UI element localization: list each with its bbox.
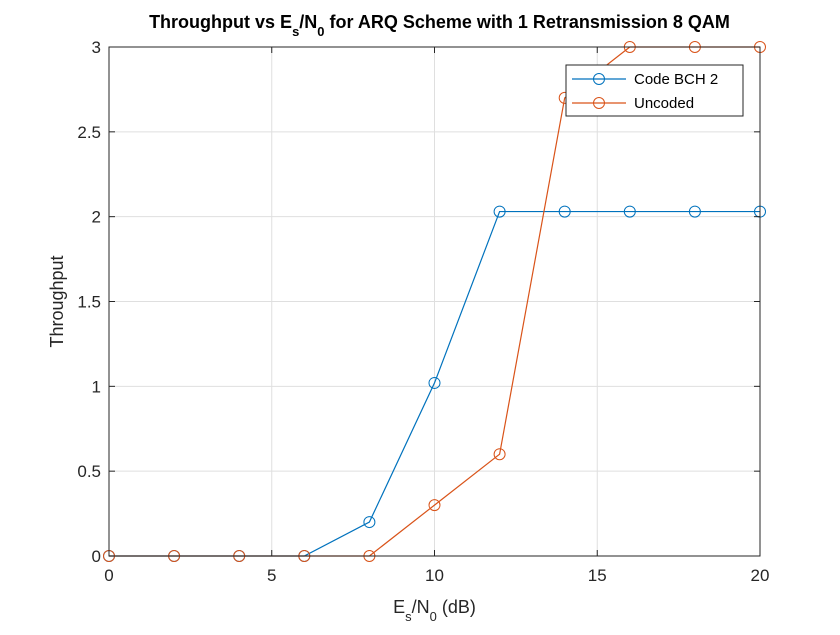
data-point xyxy=(428,376,441,389)
chart-title-part-2: /N xyxy=(299,12,317,32)
chart-title-part-1: s xyxy=(292,24,299,39)
chart-title-part-0: Throughput vs E xyxy=(149,12,292,32)
legend-item[interactable]: Uncoded xyxy=(572,95,694,112)
y-tick-label: 2 xyxy=(92,208,101,227)
data-point xyxy=(428,499,441,512)
data-point xyxy=(688,205,701,218)
x-axis-label-part-0: E xyxy=(393,597,405,617)
legend-item[interactable]: Code BCH 2 xyxy=(572,71,718,88)
x-tick-label: 20 xyxy=(751,566,770,585)
label-layer: Throughput vs Es/N0 for ARQ Scheme with … xyxy=(47,12,730,624)
x-axis-label-part-1: s xyxy=(405,609,412,624)
x-axis-label-part-2: /N xyxy=(412,597,430,617)
x-tick-label: 5 xyxy=(267,566,276,585)
tick-layer: 0 5 10 15 20 0 0.5 1 1.5 2 2.5 3 xyxy=(77,38,769,585)
legend[interactable]: Code BCH 2 Uncoded xyxy=(565,64,744,117)
grid-layer xyxy=(109,47,760,556)
chart-title-part-4: for ARQ Scheme with 1 Retransmission 8 Q… xyxy=(325,12,730,32)
y-tick-label: 3 xyxy=(92,38,101,57)
legend-marker xyxy=(593,73,605,85)
x-tick-label: 0 xyxy=(104,566,113,585)
y-tick-label: 1.5 xyxy=(77,293,101,312)
data-point xyxy=(493,205,506,218)
legend-marker xyxy=(593,97,605,109)
y-tick-label: 0 xyxy=(92,547,101,566)
y-tick-label: 1 xyxy=(92,377,101,396)
x-tick-label: 10 xyxy=(425,566,444,585)
x-axis-label: Es/N0 (dB) xyxy=(393,597,476,624)
legend-label: Uncoded xyxy=(634,95,694,112)
data-point xyxy=(558,205,571,218)
y-axis-label: Throughput xyxy=(47,255,67,347)
data-point xyxy=(363,516,376,529)
data-point xyxy=(623,205,636,218)
data-point xyxy=(493,448,506,461)
chart-title: Throughput vs Es/N0 for ARQ Scheme with … xyxy=(149,12,730,39)
y-tick-label: 2.5 xyxy=(77,123,101,142)
x-tick-label: 15 xyxy=(588,566,607,585)
chart-title-part-3: 0 xyxy=(317,24,324,39)
x-axis-label-part-4: (dB) xyxy=(437,597,476,617)
x-axis-label-part-3: 0 xyxy=(430,609,437,624)
legend-label: Code BCH 2 xyxy=(634,71,718,88)
y-tick-label: 0.5 xyxy=(77,462,101,481)
